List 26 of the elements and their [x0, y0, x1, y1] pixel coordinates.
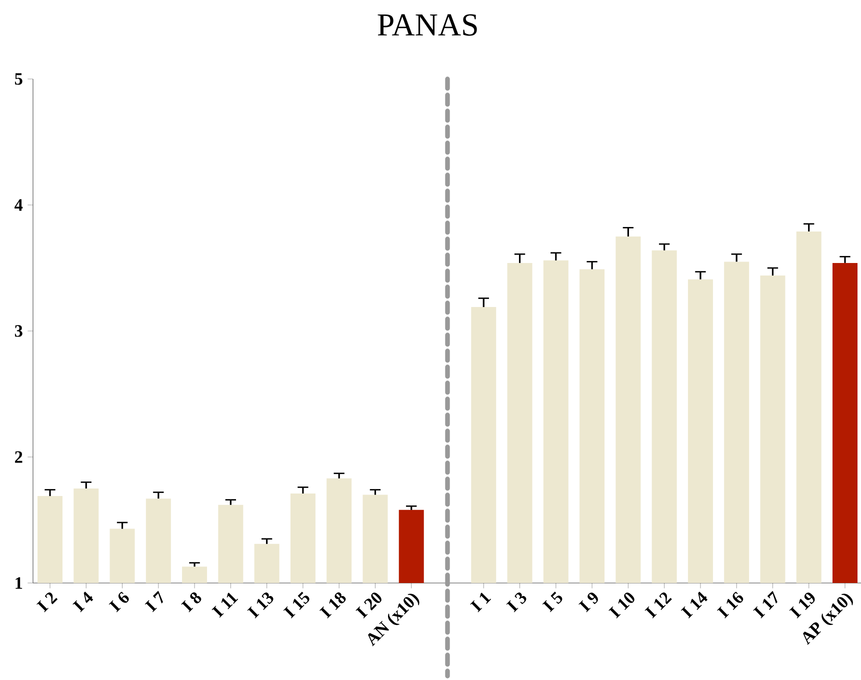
x-tick-label: I 12 [644, 592, 672, 618]
x-tick-label: I 15 [283, 592, 310, 618]
x-tick-label: I 18 [320, 592, 346, 618]
y-tick-label: 4 [14, 199, 23, 211]
x-tick-label: I 9 [578, 592, 598, 612]
y-tick-label: 3 [14, 325, 22, 337]
x-tick-label: I 7 [144, 590, 164, 612]
x-tick-label: I 1 [470, 592, 492, 612]
x-tick-label: I 20 [356, 592, 382, 618]
x-tick-label: I 17 [753, 590, 778, 618]
y-tick-label: 2 [15, 451, 22, 463]
x-tick-label: I 10 [608, 592, 634, 618]
y-tick-label: 5 [14, 73, 22, 85]
x-tick-label: I 4 [72, 592, 94, 612]
x-tick-label: I 5 [542, 592, 562, 612]
x-tick-label: I 11 [212, 592, 238, 618]
chart-title: PANAS [378, 14, 477, 36]
x-tick-label: I 8 [181, 592, 202, 612]
x-tick-label: I 19 [789, 592, 815, 618]
x-tick-label: I 13 [247, 592, 274, 618]
x-tick-label: I 16 [717, 592, 744, 618]
x-tick-label: I 6 [108, 592, 129, 612]
x-tick-label: I 2 [36, 592, 58, 612]
x-tick-label: I 14 [680, 592, 708, 618]
y-tick-label: 1 [16, 577, 22, 589]
x-tick-label: I 3 [506, 592, 526, 612]
